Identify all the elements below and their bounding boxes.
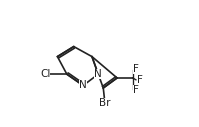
Text: Cl: Cl: [40, 69, 50, 79]
Text: N: N: [79, 81, 87, 90]
Text: F: F: [137, 75, 143, 85]
Text: N: N: [94, 69, 102, 79]
Text: Br: Br: [100, 98, 111, 108]
Text: F: F: [133, 85, 139, 95]
Text: F: F: [133, 64, 139, 74]
